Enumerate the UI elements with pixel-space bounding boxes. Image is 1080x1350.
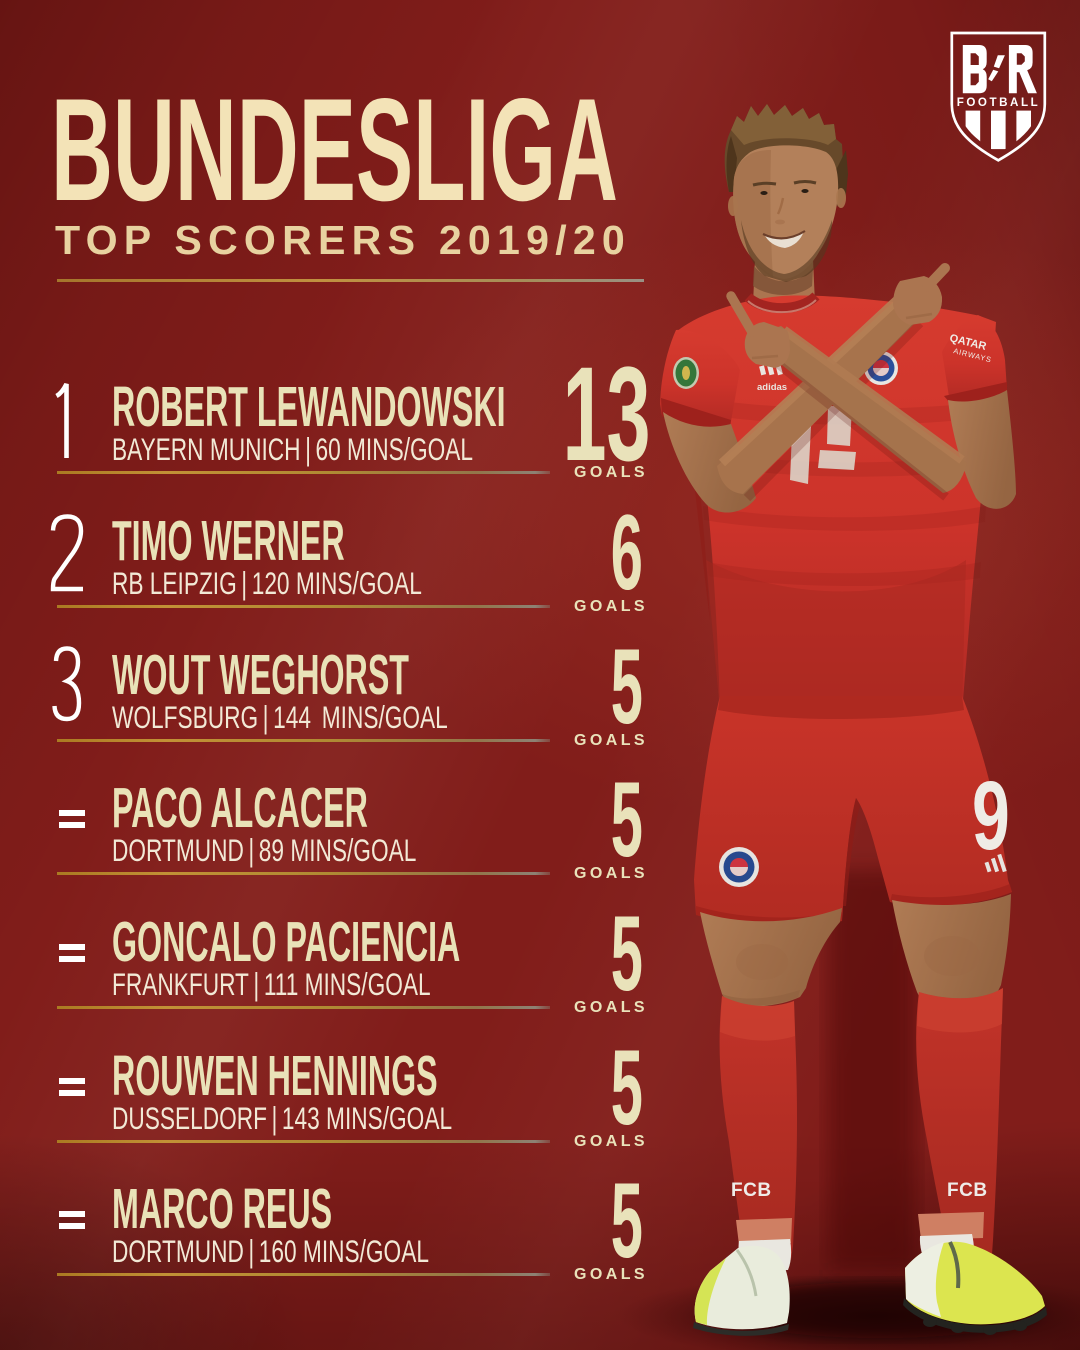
svg-text:adidas: adidas (757, 382, 787, 393)
svg-text:9: 9 (972, 761, 1010, 870)
svg-text:FCB: FCB (947, 1180, 988, 1201)
svg-text:FCB: FCB (731, 1180, 772, 1201)
svg-text:FOOTBALL: FOOTBALL (957, 96, 1041, 109)
